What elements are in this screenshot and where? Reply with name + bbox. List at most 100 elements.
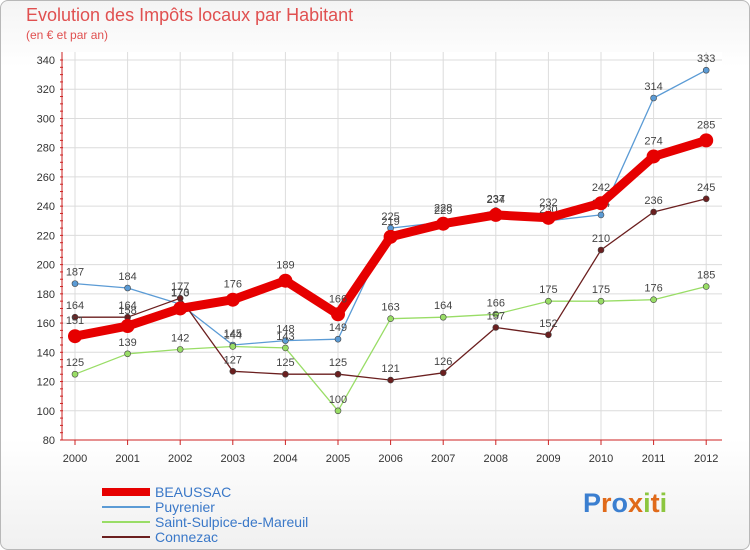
data-point: [334, 370, 342, 378]
data-label: 228: [434, 203, 452, 215]
data-point: [282, 344, 289, 352]
data-label: 157: [487, 310, 505, 322]
data-point: [282, 337, 289, 344]
y-tick-label: 340: [37, 55, 55, 67]
data-point: [702, 195, 710, 203]
x-tick-label: 2006: [378, 453, 402, 465]
data-point: [331, 307, 345, 322]
x-tick-label: 2005: [326, 453, 350, 465]
data-label: 210: [592, 233, 610, 245]
data-label: 151: [66, 315, 84, 327]
data-label: 166: [329, 293, 347, 305]
data-point: [541, 210, 556, 225]
data-label: 125: [329, 357, 347, 369]
data-point: [176, 294, 184, 302]
data-point: [71, 313, 79, 321]
data-label: 163: [381, 302, 399, 314]
x-tick-label: 2011: [642, 453, 666, 465]
data-label: 219: [381, 216, 399, 228]
data-point: [229, 368, 237, 375]
data-label: 274: [644, 135, 662, 147]
data-label: 100: [329, 394, 347, 406]
y-tick-label: 300: [37, 113, 55, 125]
y-tick-label: 240: [37, 201, 55, 213]
legend-label: Connezac: [155, 529, 218, 545]
data-label: 177: [171, 281, 189, 293]
data-point: [597, 246, 605, 254]
x-tick-label: 2010: [589, 453, 613, 465]
data-point: [282, 370, 289, 378]
data-label: 125: [66, 357, 84, 369]
data-point: [124, 284, 131, 292]
chart-title: Evolution des Impôts locaux par Habitant: [26, 5, 354, 25]
legend-label: Saint-Sulpice-de-Mareuil: [155, 514, 308, 530]
data-point: [334, 335, 342, 343]
data-label: 229: [434, 205, 452, 217]
legend-label: Puyrenier: [155, 499, 215, 515]
x-tick-label: 2000: [63, 453, 87, 465]
data-label: 164: [118, 300, 136, 312]
data-point: [383, 229, 398, 244]
data-point: [545, 297, 552, 305]
data-label: 242: [592, 182, 610, 194]
x-tick-label: 2007: [431, 453, 455, 465]
y-tick-label: 260: [37, 172, 55, 184]
data-point: [646, 149, 661, 164]
data-point: [439, 313, 447, 321]
data-point: [594, 196, 608, 211]
data-point: [229, 343, 237, 350]
proxiti-logo: Proxiti: [583, 488, 668, 518]
x-tick-label: 2003: [221, 453, 245, 465]
data-label: 232: [539, 197, 557, 209]
x-tick-label: 2002: [168, 453, 192, 465]
data-point: [597, 297, 605, 305]
data-point: [439, 369, 447, 377]
data-label: 139: [118, 337, 136, 349]
data-point: [545, 331, 552, 339]
data-label: 175: [592, 284, 610, 296]
data-label: 236: [644, 195, 662, 207]
data-label: 189: [276, 260, 294, 272]
data-label: 125: [276, 357, 294, 369]
data-point: [71, 280, 79, 287]
data-point: [387, 376, 394, 384]
data-point: [68, 329, 82, 344]
data-point: [702, 283, 710, 290]
data-label: 166: [487, 297, 505, 309]
x-tick-label: 2009: [536, 453, 560, 465]
data-label: 148: [276, 324, 294, 336]
data-point: [173, 301, 188, 316]
data-label: 184: [118, 271, 136, 283]
data-point: [387, 315, 394, 322]
data-label: 158: [118, 305, 136, 317]
data-point: [176, 346, 184, 353]
data-point: [597, 211, 605, 219]
x-tick-label: 2001: [115, 453, 139, 465]
y-tick-label: 120: [37, 377, 55, 389]
data-point: [492, 311, 500, 318]
data-label: 225: [381, 211, 399, 223]
data-label: 234: [487, 194, 505, 206]
data-label: 285: [697, 119, 715, 131]
data-point: [436, 216, 451, 231]
x-tick-label: 2012: [694, 453, 718, 465]
data-label: 176: [224, 279, 242, 291]
data-label: 170: [171, 287, 189, 299]
data-point: [488, 207, 503, 222]
legend-label: BEAUSSAC: [155, 484, 231, 500]
data-label: 187: [66, 267, 84, 279]
data-label: 333: [697, 53, 715, 65]
y-tick-label: 80: [43, 435, 55, 447]
data-point: [650, 296, 657, 303]
data-point: [71, 370, 79, 378]
y-tick-label: 180: [37, 289, 55, 301]
y-tick-label: 280: [37, 143, 55, 155]
data-label: 173: [171, 287, 189, 299]
y-tick-label: 320: [37, 84, 55, 96]
data-point: [334, 407, 342, 415]
data-label: 127: [224, 354, 242, 366]
y-tick-label: 100: [37, 406, 55, 418]
data-point: [492, 324, 500, 331]
y-tick-label: 160: [37, 318, 55, 330]
data-point: [650, 208, 657, 216]
